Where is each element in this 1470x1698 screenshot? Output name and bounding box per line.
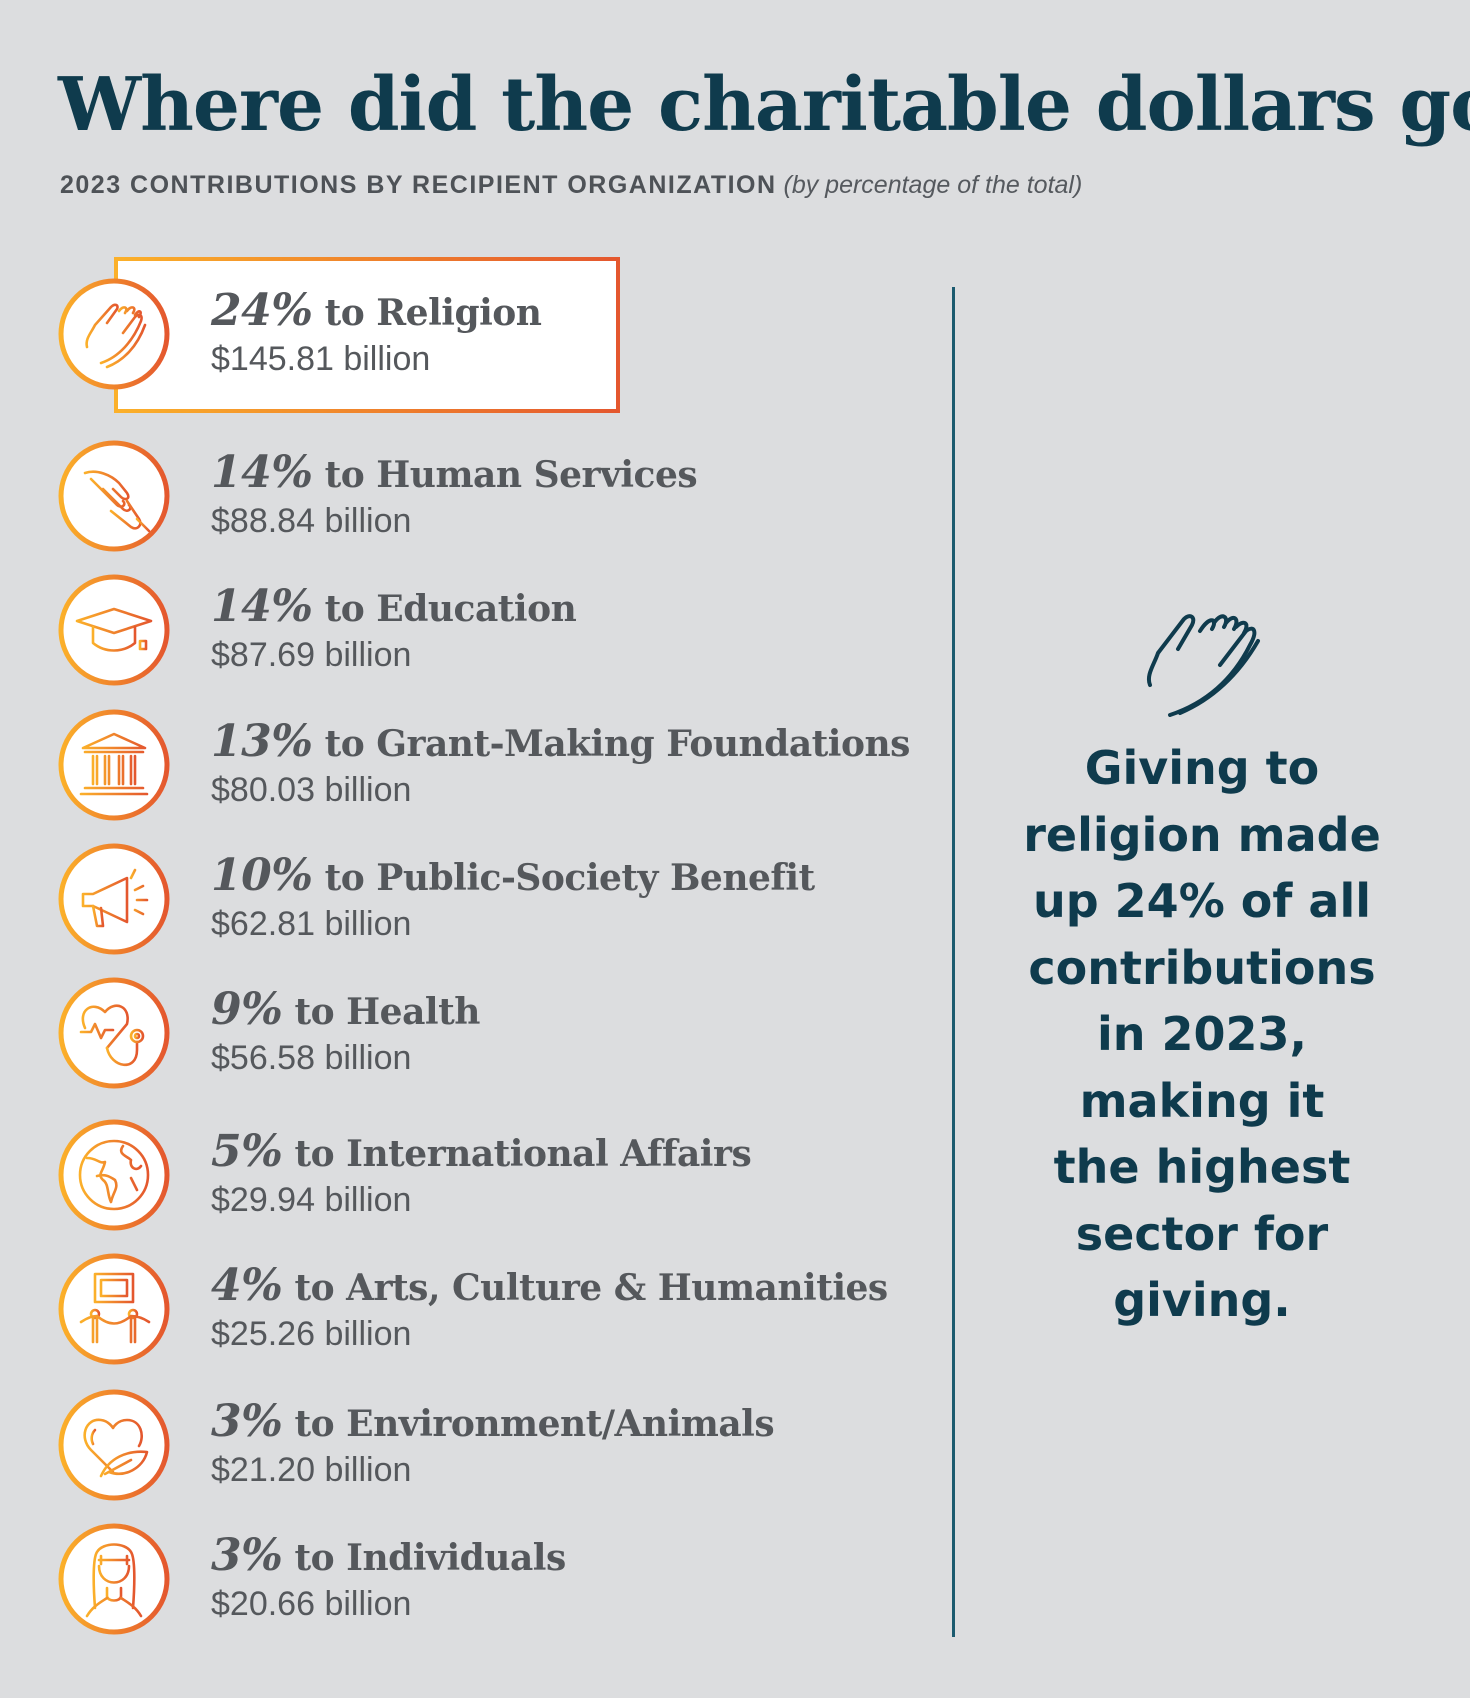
item-amount: $21.20 billion bbox=[211, 1451, 412, 1489]
item-label: to International Affairs bbox=[294, 1133, 752, 1175]
divider bbox=[952, 287, 955, 1637]
item-percent: 24% bbox=[211, 285, 313, 336]
item-percent: 5% bbox=[211, 1126, 283, 1177]
callout-line: giving. bbox=[1113, 1273, 1291, 1327]
callout-line: religion made bbox=[1023, 807, 1381, 862]
item-amount: $80.03 billion bbox=[211, 771, 412, 809]
item-label: to Public-Society Benefit bbox=[324, 857, 816, 899]
item-percent: 13% bbox=[211, 716, 313, 767]
praying-hands-icon bbox=[58, 278, 170, 390]
subtitle-main: 2023 CONTRIBUTIONS BY RECIPIENT ORGANIZA… bbox=[60, 171, 777, 199]
person-icon bbox=[58, 1523, 170, 1635]
item-label: to Environment/Animals bbox=[294, 1403, 775, 1445]
page-title: Where did the charitable dollars go? bbox=[58, 62, 1470, 148]
graduation-cap-icon bbox=[58, 574, 170, 686]
item-percent: 10% bbox=[211, 850, 313, 901]
item-percent: 9% bbox=[211, 984, 283, 1035]
item-label: to Arts, Culture & Humanities bbox=[294, 1267, 888, 1309]
list-item: 10% to Public-Society Benefit $62.81 bil… bbox=[0, 842, 940, 962]
helping-hands-icon bbox=[58, 440, 170, 552]
item-label: to Human Services bbox=[324, 454, 698, 496]
item-amount: $145.81 billion bbox=[211, 340, 431, 378]
institution-icon bbox=[58, 709, 170, 821]
item-label: to Education bbox=[324, 588, 577, 630]
callout-line: Giving to bbox=[1084, 741, 1320, 795]
callout-line: the highest bbox=[1053, 1140, 1351, 1194]
item-label: to Grant-Making Foundations bbox=[324, 723, 911, 765]
item-amount: $62.81 billion bbox=[211, 905, 412, 943]
item-amount: $25.26 billion bbox=[211, 1315, 412, 1353]
list-item: 9% to Health $56.58 billion bbox=[0, 976, 940, 1096]
list-item: 5% to International Affairs $29.94 billi… bbox=[0, 1118, 940, 1238]
list-item: 4% to Arts, Culture & Humanities $25.26 … bbox=[0, 1252, 940, 1372]
heart-leaf-icon bbox=[58, 1389, 170, 1501]
stethoscope-icon bbox=[58, 977, 170, 1089]
item-heading: 3% to Environment/Animals bbox=[211, 1396, 775, 1447]
item-label: to Individuals bbox=[294, 1537, 566, 1579]
item-label: to Religion bbox=[324, 292, 542, 334]
list-item: 24% to Religion $145.81 billion bbox=[0, 277, 940, 397]
item-percent: 14% bbox=[211, 447, 313, 498]
item-heading: 14% to Education bbox=[211, 581, 577, 632]
callout-line: sector for bbox=[1075, 1206, 1329, 1261]
praying-hands-icon bbox=[1147, 614, 1260, 717]
item-heading: 13% to Grant-Making Foundations bbox=[211, 716, 910, 767]
item-amount: $29.94 billion bbox=[211, 1181, 412, 1219]
callout-line: up 24% of all bbox=[1032, 874, 1371, 928]
item-heading: 5% to International Affairs bbox=[211, 1126, 752, 1177]
item-amount: $56.58 billion bbox=[211, 1039, 412, 1077]
item-percent: 3% bbox=[211, 1396, 283, 1447]
callout-line: contributions bbox=[1028, 940, 1376, 995]
subtitle: 2023 CONTRIBUTIONS BY RECIPIENT ORGANIZA… bbox=[60, 171, 1082, 200]
list-item: 3% to Environment/Animals $21.20 billion bbox=[0, 1388, 940, 1508]
highlight-box bbox=[114, 257, 620, 413]
item-amount: $88.84 billion bbox=[211, 502, 412, 540]
item-heading: 10% to Public-Society Benefit bbox=[211, 850, 815, 901]
item-amount: $20.66 billion bbox=[211, 1585, 412, 1623]
item-heading: 14% to Human Services bbox=[211, 447, 698, 498]
item-heading: 24% to Religion bbox=[211, 285, 542, 336]
globe-icon bbox=[58, 1119, 170, 1231]
item-heading: 3% to Individuals bbox=[211, 1530, 566, 1581]
callout-line: in 2023, bbox=[1096, 1007, 1308, 1061]
callout-line: making it bbox=[1079, 1073, 1325, 1128]
item-heading: 9% to Health bbox=[211, 984, 480, 1035]
item-percent: 4% bbox=[211, 1260, 283, 1311]
list-item: 14% to Education $87.69 billion bbox=[0, 573, 940, 693]
callout-text: Giving to religion made up 24% of all contr… bbox=[992, 735, 1412, 1334]
list-item: 3% to Individuals $20.66 billion bbox=[0, 1522, 940, 1642]
list-item: 13% to Grant-Making Foundations $80.03 b… bbox=[0, 708, 940, 828]
item-heading: 4% to Arts, Culture & Humanities bbox=[211, 1260, 888, 1311]
item-percent: 14% bbox=[211, 581, 313, 632]
museum-frame-icon bbox=[58, 1253, 170, 1365]
item-label: to Health bbox=[294, 991, 480, 1033]
megaphone-icon bbox=[58, 843, 170, 955]
subtitle-note: (by percentage of the total) bbox=[783, 171, 1083, 199]
item-percent: 3% bbox=[211, 1530, 283, 1581]
list-item: 14% to Human Services $88.84 billion bbox=[0, 439, 940, 559]
item-amount: $87.69 billion bbox=[211, 636, 412, 674]
